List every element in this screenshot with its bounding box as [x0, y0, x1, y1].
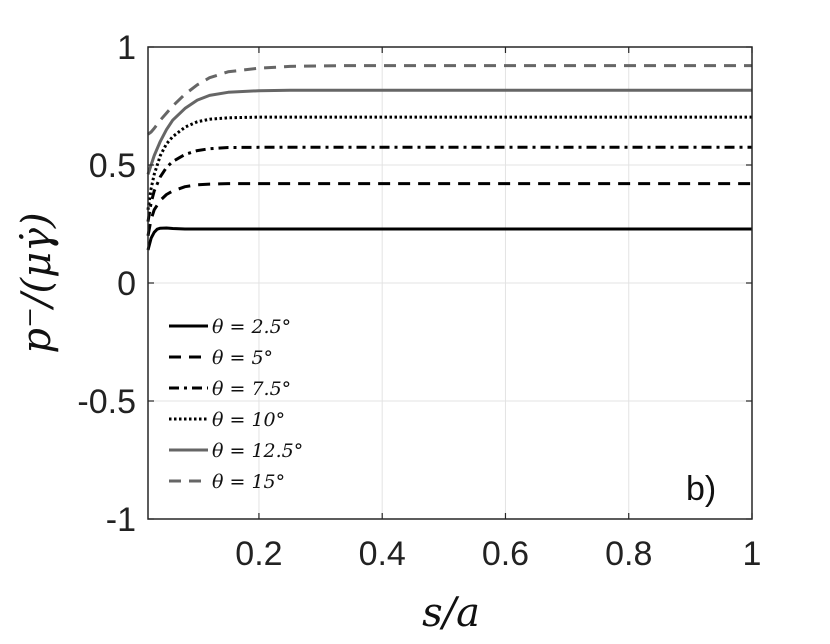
x-tick-label: 1: [743, 535, 762, 573]
legend: θ = 2.5° θ = 5° θ = 7.5° θ = 10° θ = 12.5° θ …: [169, 316, 303, 493]
x-tick-label: 0.6: [482, 535, 529, 573]
legend-label-6: θ = 15°: [212, 471, 285, 493]
x-axis-label: s/a: [422, 590, 480, 636]
x-tick-label: 0.2: [235, 535, 282, 573]
ticks: [148, 46, 753, 520]
legend-label-1: θ = 2.5°: [212, 316, 291, 338]
series-layer: [146, 64, 752, 251]
y-tick-label: 0.5: [89, 147, 136, 185]
x-tick-label: 0.8: [605, 535, 652, 573]
series-line-6: [147, 64, 752, 136]
y-tick-label: 0: [117, 265, 136, 303]
series-line-2: [146, 182, 752, 237]
tick-labels: 0.2 0.4 0.6 0.8 1 -1 -0.5 0 0.5 1: [77, 29, 761, 573]
x-tick-label: 0.4: [359, 535, 406, 573]
y-tick-label: -1: [106, 501, 136, 539]
series-line-5: [146, 88, 752, 175]
legend-label-4: θ = 10°: [212, 409, 285, 431]
series-line-4: [146, 115, 752, 211]
legend-label-5: θ = 12.5°: [212, 440, 303, 462]
series-line-1: [146, 226, 752, 251]
y-tick-label: -0.5: [77, 383, 136, 421]
y-axis-label: p⁻/(μγ̇): [14, 212, 60, 353]
y-tick-label: 1: [117, 29, 136, 67]
legend-label-2: θ = 5°: [212, 347, 273, 369]
panel-label: b): [686, 470, 716, 508]
legend-label-3: θ = 7.5°: [212, 378, 291, 400]
series-line-3: [146, 145, 752, 222]
